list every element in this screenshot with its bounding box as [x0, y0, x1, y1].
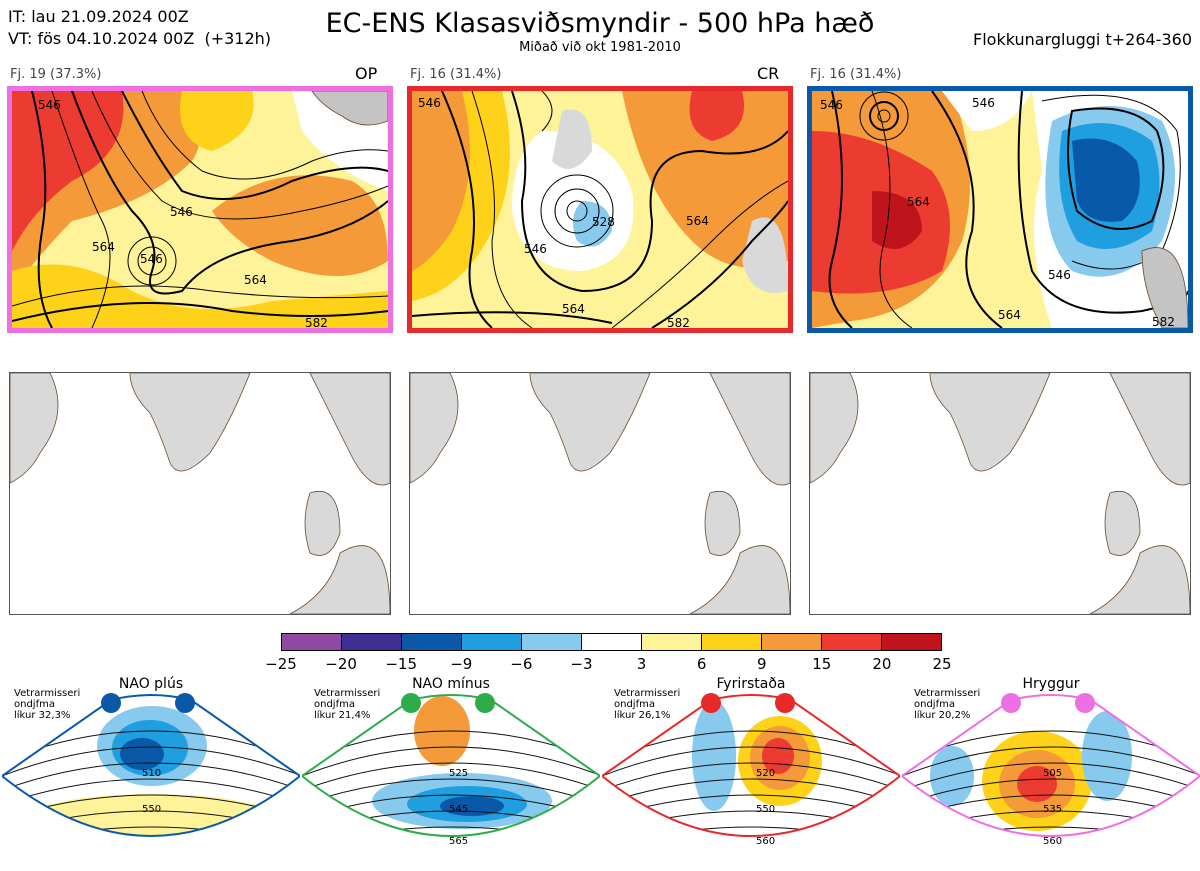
- cluster-1-tag: OP: [355, 64, 378, 83]
- regime-panel: 510 550 Vetrarmisseri ondjfma líkur 32,3% N…: [2, 676, 300, 870]
- classification-window: Flokkunargluggi t+264-360: [973, 30, 1192, 49]
- contour-label: 565: [449, 836, 468, 847]
- regime-title: Fyrirstaða: [716, 676, 786, 692]
- colorbar-segment: [282, 634, 342, 650]
- colorbar-tick-label: 20: [872, 655, 892, 673]
- regime-note: Vetrarmisseri ondjfma líkur 21,4%: [314, 688, 381, 721]
- contour-label: 546: [140, 252, 163, 266]
- regime-marker: [1075, 693, 1095, 713]
- colorbar-segment: [402, 634, 462, 650]
- colorbar-tick-label: −9: [450, 655, 473, 673]
- colorbar-tick-label: −6: [510, 655, 533, 673]
- colorbar-tick-label: 15: [812, 655, 832, 673]
- page-subtitle: Miðað við okt 1981-2010: [519, 40, 681, 55]
- contour-label: 505: [1043, 768, 1062, 779]
- regime-note: Vetrarmisseri ondjfma líkur 20,2%: [914, 688, 981, 721]
- colorbar-tick-label: 9: [756, 655, 767, 673]
- regime-panel: 505 535 560 Vetrarmisseri ondjfma líkur 20,…: [902, 676, 1200, 870]
- regime-note: Vetrarmisseri ondjfma líkur 26,1%: [614, 688, 681, 721]
- contour-label: 525: [449, 768, 468, 779]
- regime-map: 510 550: [2, 693, 300, 837]
- colorbar-segment: [642, 634, 702, 650]
- colorbar-segment: [342, 634, 402, 650]
- contour-label: 582: [1152, 315, 1175, 328]
- regime-marker: [1001, 693, 1021, 713]
- empty-map-2: [409, 372, 791, 615]
- contour-label: 546: [1048, 268, 1071, 282]
- contour-label: 564: [92, 240, 115, 254]
- colorbar-tick-label: −25: [265, 655, 297, 673]
- colorbar-tick-label: 3: [636, 655, 647, 673]
- regime-marker: [775, 693, 795, 713]
- colorbar-tick-label: −3: [570, 655, 593, 673]
- colorbar-tick-label: 6: [696, 655, 707, 673]
- regime-title: NAO mínus: [412, 676, 490, 692]
- colorbar-segment: [582, 634, 642, 650]
- regime-map: 505 535 560: [902, 693, 1200, 847]
- cluster-2-map: 546 528 546 564 564 582: [407, 86, 793, 333]
- contour-label: 546: [972, 96, 995, 110]
- contour-label: 520: [756, 768, 775, 779]
- contour-label: 535: [1043, 804, 1062, 815]
- regime-panel: 520 550 560 Vetrarmisseri ondjfma líkur 26,…: [602, 676, 900, 870]
- contour-label: 550: [142, 804, 161, 815]
- colorbar-segment: [762, 634, 822, 650]
- regime-title: NAO plús: [118, 676, 184, 692]
- colorbar-segment: [822, 634, 882, 650]
- regime-note: Vetrarmisseri ondjfma líkur 32,3%: [14, 688, 81, 721]
- colorbar-tick-label: −20: [325, 655, 357, 673]
- colorbar-segment: [882, 634, 941, 650]
- contour-label: 546: [524, 242, 547, 256]
- contour-label: 564: [562, 302, 585, 316]
- regime-marker: [401, 693, 421, 713]
- contour-label: 545: [449, 804, 468, 815]
- contour-label: 582: [667, 316, 690, 328]
- colorbar-segment: [462, 634, 522, 650]
- empty-map-3: [809, 372, 1191, 615]
- colorbar: [281, 633, 942, 651]
- cluster-2-label: Fj. 16 (31.4%): [410, 67, 502, 82]
- colorbar-tick-label: 25: [932, 655, 952, 673]
- colorbar-segment: [702, 634, 762, 650]
- init-time: IT: lau 21.09.2024 00Z: [8, 7, 189, 26]
- cluster-1-map: 546 546 564 546 564 582: [7, 86, 393, 333]
- cluster-3-map: 546 564 546 546 564 582: [807, 86, 1193, 333]
- contour-label: 510: [142, 768, 161, 779]
- contour-label: 564: [907, 195, 930, 209]
- cluster-3-label: Fj. 16 (31.4%): [810, 67, 902, 82]
- regime-marker: [701, 693, 721, 713]
- regime-map: 520 550 560: [602, 693, 900, 847]
- contour-label: 546: [418, 96, 441, 110]
- colorbar-segment: [522, 634, 582, 650]
- contour-label: 564: [244, 273, 267, 287]
- contour-label: 564: [998, 308, 1021, 322]
- contour-label: 546: [170, 205, 193, 219]
- contour-label: 564: [686, 214, 709, 228]
- contour-label: 546: [38, 98, 61, 112]
- header-times: IT: lau 21.09.2024 00Z VT: fös 04.10.2024…: [8, 6, 271, 50]
- valid-time: VT: fös 04.10.2024 00Z (+312h): [8, 29, 272, 48]
- contour-label: 560: [1043, 836, 1062, 847]
- cluster-1-label: Fj. 19 (37.3%): [10, 67, 102, 82]
- contour-label: 582: [305, 316, 328, 328]
- regime-marker: [475, 693, 495, 713]
- colorbar-tick-label: −15: [385, 655, 417, 673]
- contour-label: 560: [756, 836, 775, 847]
- page-title: EC-ENS Klasasviðsmyndir - 500 hPa hæð: [325, 8, 875, 39]
- regime-panel: 525 545 565 Vetrarmisseri ondjfma líkur 21,…: [302, 676, 600, 870]
- contour-label: 550: [756, 804, 775, 815]
- contour-label: 528: [592, 215, 615, 229]
- empty-map-1: [9, 372, 391, 615]
- regime-title: Hryggur: [1022, 676, 1080, 692]
- regime-marker: [175, 693, 195, 713]
- regime-marker: [101, 693, 121, 713]
- cluster-2-tag: CR: [757, 64, 780, 83]
- regime-map: 525 545 565: [302, 693, 600, 847]
- contour-label: 546: [820, 98, 843, 112]
